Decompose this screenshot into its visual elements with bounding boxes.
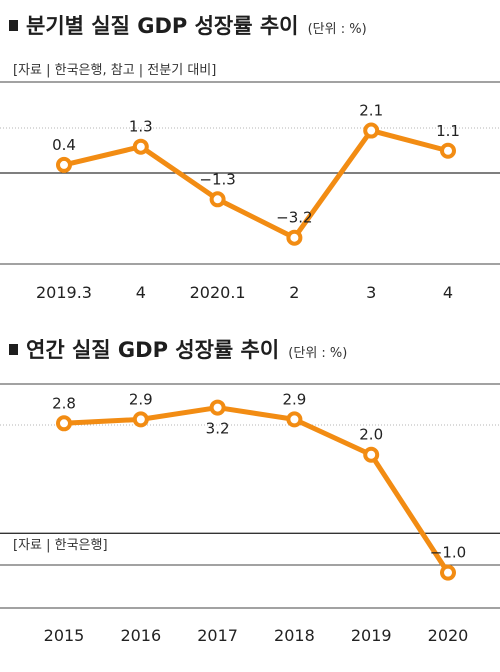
chart2-title: 연간 실질 GDP 성장률 추이 (단위 : %) xyxy=(26,338,347,362)
chart-1-plot: 0.4 1.3 −1.3 −3.2 2.1 1.1 2019.3 4 2020.1 2 3 4 xyxy=(0,81,500,302)
category-label: 2016 xyxy=(120,626,161,645)
data-point xyxy=(440,564,456,581)
category-label: 2019.3 xyxy=(36,283,92,302)
category-label: 4 xyxy=(443,283,453,302)
data-label: 3.2 xyxy=(206,420,230,438)
data-label: 2.9 xyxy=(129,390,153,408)
category-label: 2018 xyxy=(274,626,315,645)
title-bullet-icon xyxy=(9,20,18,31)
data-label: −1.3 xyxy=(199,170,235,188)
category-label: 2017 xyxy=(197,626,238,645)
data-point xyxy=(209,191,226,208)
category-label: 2 xyxy=(289,283,299,302)
data-label: 1.1 xyxy=(436,122,460,140)
data-point xyxy=(56,156,72,173)
series-line xyxy=(61,128,451,241)
data-point xyxy=(56,415,72,432)
data-point xyxy=(363,446,380,463)
data-label: 2.1 xyxy=(359,102,383,120)
data-label: −1.0 xyxy=(430,544,466,562)
chart1-source: [자료 | 한국은행, 참고 | 전분기 대비] xyxy=(13,62,216,78)
data-label: 2.8 xyxy=(52,394,76,412)
data-point xyxy=(363,122,380,139)
series-line xyxy=(61,405,451,576)
data-point xyxy=(286,411,303,428)
data-label: −3.2 xyxy=(276,209,312,227)
category-label: 2020 xyxy=(428,626,469,645)
chart1-title: 분기별 실질 GDP 성장률 추이 (단위 : %) xyxy=(26,14,367,38)
category-label: 3 xyxy=(366,283,376,302)
data-point xyxy=(209,399,226,416)
chart2-source: [자료 | 한국은행] xyxy=(13,537,108,553)
category-label: 4 xyxy=(136,283,146,302)
data-label: 0.4 xyxy=(52,136,76,154)
data-label: 2.0 xyxy=(359,426,383,444)
title-bullet-icon xyxy=(9,344,18,355)
data-point xyxy=(440,142,456,159)
data-point xyxy=(132,411,149,428)
data-point xyxy=(286,229,303,246)
category-label: 2020.1 xyxy=(190,283,246,302)
data-label: 1.3 xyxy=(129,118,153,136)
chart-2-plot: 2.8 2.9 3.2 2.9 2.0 −1.0 2015 2016 2017 2018 2019 2… xyxy=(0,383,500,645)
category-label: 2015 xyxy=(44,626,85,645)
data-label: 2.9 xyxy=(282,390,306,408)
category-label: 2019 xyxy=(351,626,392,645)
data-point xyxy=(132,138,149,155)
